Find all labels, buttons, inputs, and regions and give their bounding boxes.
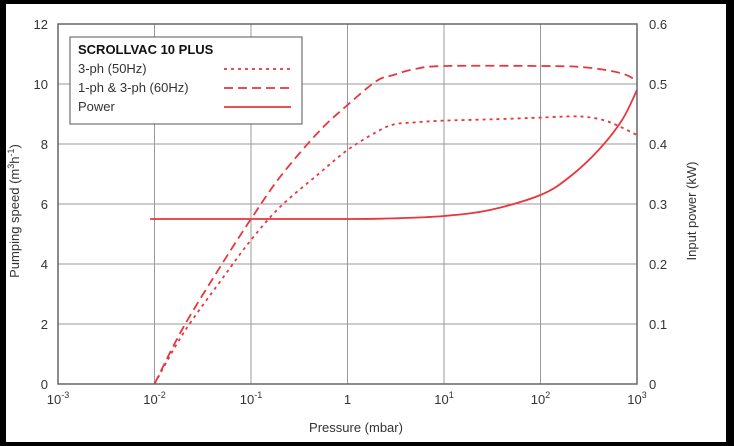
pumping-speed-chart: 10-3 10-2 10-1 1 101 102 10302468101200.10.20.… xyxy=(6,17,699,435)
x-tick-base: 10 xyxy=(143,392,157,407)
x-tick-label: 101 xyxy=(434,390,453,407)
legend-box xyxy=(69,36,303,125)
axes xyxy=(57,23,638,385)
y2-tick-label: 0.3 xyxy=(649,197,667,212)
y-axis-label-part-3: ) xyxy=(7,144,22,148)
x-tick-label: 103 xyxy=(627,390,646,407)
series-power xyxy=(150,89,638,220)
y-axis-label-sup-2: -1 xyxy=(6,148,16,156)
series-layer xyxy=(150,64,638,385)
x-tick-exponent: -1 xyxy=(254,390,262,400)
y2-tick-label: 0.2 xyxy=(649,257,667,272)
x-tick-exponent: 3 xyxy=(642,390,647,400)
x-tick-label: 10-1 xyxy=(240,390,262,407)
y2-tick-label: 0.1 xyxy=(649,317,667,332)
y-axis-label-part-2: h xyxy=(7,156,22,163)
x-axis-label: Pressure (mbar) xyxy=(309,420,403,435)
series-3ph-50hz xyxy=(153,115,638,385)
series-1ph-3ph-60hz xyxy=(153,64,638,385)
y-tick-label: 12 xyxy=(34,17,48,32)
y-axis-label: Pumping speed (m3h-1) xyxy=(6,144,22,278)
x-tick-base: 10 xyxy=(531,392,545,407)
y2-tick-label: 0.4 xyxy=(649,137,667,152)
chart-panel: 10-3 10-2 10-1 1 101 102 103 0 2 4 6 8 10 12 0 0.1 0.2 0.… xyxy=(6,4,726,442)
y-tick-label: 8 xyxy=(41,137,48,152)
x-tick-exponent: 1 xyxy=(449,390,454,400)
legend-label-3ph-50hz: 3-ph (50Hz) xyxy=(78,61,147,76)
legend-label-1ph-3ph-60hz: 1-ph & 3-ph (60Hz) xyxy=(78,80,189,95)
x-tick-exponent: 2 xyxy=(545,390,550,400)
y-tick-label: 0 xyxy=(41,377,48,392)
x-tick-label: 1 xyxy=(344,392,351,407)
y2-tick-label: 0.5 xyxy=(649,77,667,92)
x-tick-base: 1 xyxy=(344,392,351,407)
y-tick-label: 10 xyxy=(34,77,48,92)
y2-tick-label: 0.6 xyxy=(649,17,667,32)
x-tick-base: 10 xyxy=(434,392,448,407)
x-tick-label: 10-3 xyxy=(47,390,69,407)
y-tick-label: 6 xyxy=(41,197,48,212)
x-tick-exponent: -2 xyxy=(158,390,166,400)
plot-frame xyxy=(57,23,638,385)
legend-title: SCROLLVAC 10 PLUS xyxy=(78,42,214,57)
y-axis-label-sup-1: 3 xyxy=(6,164,16,169)
x-tick-base: 10 xyxy=(627,392,641,407)
x-tick-exponent: -3 xyxy=(61,390,69,400)
x-tick-base: 10 xyxy=(240,392,254,407)
y2-tick-label: 0 xyxy=(649,377,656,392)
x-tick-label: 10-2 xyxy=(143,390,165,407)
y-tick-label: 4 xyxy=(41,257,48,272)
y2-axis-label: Input power (kW) xyxy=(684,162,699,261)
legend-label-power: Power xyxy=(78,99,116,114)
x-tick-base: 10 xyxy=(47,392,61,407)
x-tick-label: 102 xyxy=(531,390,550,407)
y-tick-label: 2 xyxy=(41,317,48,332)
legend: SCROLLVAC 10 PLUS 3-ph (50Hz) 1-ph & 3-p… xyxy=(69,36,303,125)
y-axis-label-part-1: Pumping speed (m xyxy=(7,169,22,278)
tick-labels: 10-3 10-2 10-1 1 101 102 10302468101200.10.20.… xyxy=(34,17,668,407)
